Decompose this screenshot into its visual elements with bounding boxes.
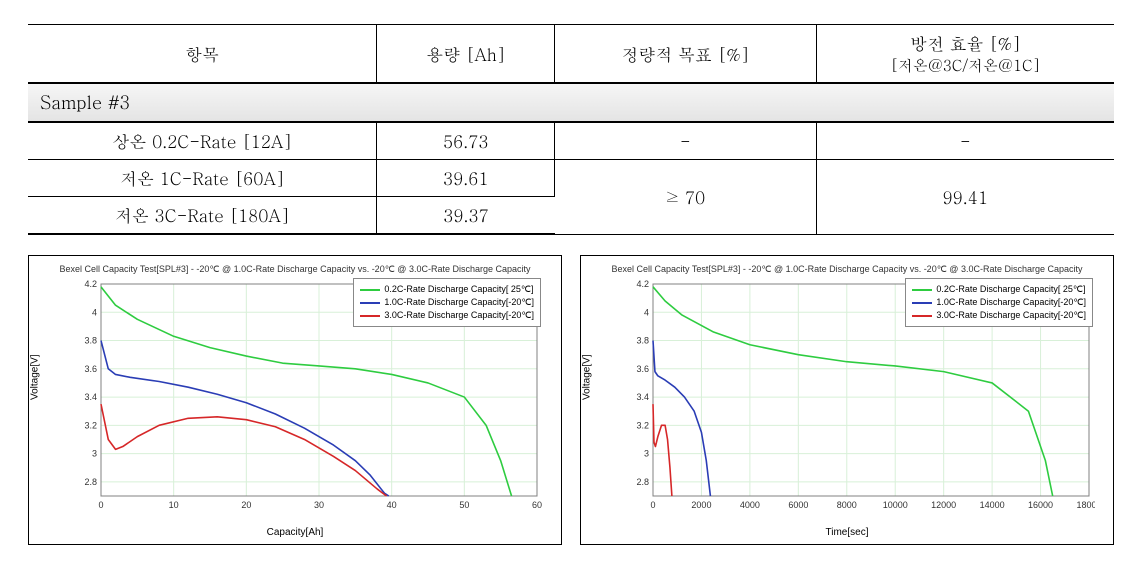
svg-text:16000: 16000 xyxy=(1028,500,1053,510)
svg-text:4.2: 4.2 xyxy=(636,280,649,289)
svg-text:2000: 2000 xyxy=(691,500,711,510)
col-eff-main: 방전 효율 [%] xyxy=(829,31,1102,55)
svg-text:50: 50 xyxy=(459,500,469,510)
legend: 0.2C-Rate Discharge Capacity[ 25℃] 1.0C-R… xyxy=(353,278,541,327)
legend-label: 1.0C-Rate Discharge Capacity[-20℃] xyxy=(936,297,1086,308)
svg-text:4: 4 xyxy=(92,307,97,317)
chart-title: Bexel Cell Capacity Test[SPL#3] - -20℃ @… xyxy=(585,264,1109,275)
cell-target-merged: ≥ 70 xyxy=(555,160,816,235)
svg-text:60: 60 xyxy=(532,500,542,510)
col-eff-sub: [저온@3C/저온@1C] xyxy=(829,55,1102,76)
svg-text:0: 0 xyxy=(98,500,103,510)
legend-swatch xyxy=(360,315,380,317)
svg-text:10: 10 xyxy=(169,500,179,510)
legend-item: 0.2C-Rate Discharge Capacity[ 25℃] xyxy=(912,283,1086,296)
legend-label: 3.0C-Rate Discharge Capacity[-20℃] xyxy=(384,310,534,321)
legend-label: 1.0C-Rate Discharge Capacity[-20℃] xyxy=(384,297,534,308)
svg-text:3: 3 xyxy=(92,449,97,459)
svg-text:30: 30 xyxy=(314,500,324,510)
chart-title: Bexel Cell Capacity Test[SPL#3] - -20℃ @… xyxy=(33,264,557,275)
svg-text:3: 3 xyxy=(644,449,649,459)
svg-text:0: 0 xyxy=(650,500,655,510)
chart-time: Bexel Cell Capacity Test[SPL#3] - -20℃ @… xyxy=(580,255,1114,545)
svg-text:3.2: 3.2 xyxy=(84,420,97,430)
legend-item: 1.0C-Rate Discharge Capacity[-20℃] xyxy=(912,296,1086,309)
x-axis-label: Capacity[Ah] xyxy=(33,527,557,538)
legend-item: 0.2C-Rate Discharge Capacity[ 25℃] xyxy=(360,283,534,296)
legend-label: 3.0C-Rate Discharge Capacity[-20℃] xyxy=(936,310,1086,321)
legend-swatch xyxy=(912,289,932,291)
cell-item: 상온 0.2C-Rate [12A] xyxy=(28,122,377,160)
cell-target: - xyxy=(555,122,816,160)
cell-eff: - xyxy=(816,122,1114,160)
col-capacity: 용량 [Ah] xyxy=(377,25,555,84)
svg-text:20: 20 xyxy=(241,500,251,510)
legend-item: 3.0C-Rate Discharge Capacity[-20℃] xyxy=(912,309,1086,322)
x-axis-label: Time[sec] xyxy=(585,527,1109,538)
legend-item: 1.0C-Rate Discharge Capacity[-20℃] xyxy=(360,296,534,309)
col-target: 정량적 목표 [%] xyxy=(555,25,816,84)
y-axis-label: Voltage[V] xyxy=(582,354,593,400)
legend-swatch xyxy=(912,315,932,317)
svg-text:2.8: 2.8 xyxy=(636,477,649,487)
svg-text:10000: 10000 xyxy=(883,500,908,510)
table-row: 상온 0.2C-Rate [12A] 56.73 - - xyxy=(28,122,1114,160)
cell-capacity: 56.73 xyxy=(377,122,555,160)
legend-label: 0.2C-Rate Discharge Capacity[ 25℃] xyxy=(936,284,1085,295)
legend-item: 3.0C-Rate Discharge Capacity[-20℃] xyxy=(360,309,534,322)
y-axis-label: Voltage[V] xyxy=(30,354,41,400)
col-item: 항목 xyxy=(28,25,377,84)
svg-text:3.8: 3.8 xyxy=(636,336,649,346)
svg-text:18000: 18000 xyxy=(1076,500,1095,510)
svg-text:8000: 8000 xyxy=(837,500,857,510)
svg-text:3.2: 3.2 xyxy=(636,420,649,430)
svg-text:12000: 12000 xyxy=(931,500,956,510)
svg-text:14000: 14000 xyxy=(980,500,1005,510)
results-table: Sample #3 항목 용량 [Ah] 정량적 목표 [%] 방전 효율 [%… xyxy=(28,24,1114,235)
cell-eff-merged: 99.41 xyxy=(816,160,1114,235)
legend: 0.2C-Rate Discharge Capacity[ 25℃] 1.0C-R… xyxy=(905,278,1093,327)
chart-capacity: Bexel Cell Capacity Test[SPL#3] - -20℃ @… xyxy=(28,255,562,545)
cell-item: 저온 3C-Rate [180A] xyxy=(28,197,377,235)
cell-capacity: 39.61 xyxy=(377,160,555,197)
svg-text:3.4: 3.4 xyxy=(636,392,649,402)
col-eff: 방전 효율 [%] [저온@3C/저온@1C] xyxy=(816,25,1114,84)
svg-text:2.8: 2.8 xyxy=(84,477,97,487)
svg-text:40: 40 xyxy=(387,500,397,510)
cell-item: 저온 1C-Rate [60A] xyxy=(28,160,377,197)
svg-text:3.6: 3.6 xyxy=(84,364,97,374)
legend-swatch xyxy=(360,289,380,291)
charts-row: Bexel Cell Capacity Test[SPL#3] - -20℃ @… xyxy=(28,255,1114,545)
legend-swatch xyxy=(912,302,932,304)
cell-capacity: 39.37 xyxy=(377,197,555,235)
svg-text:3.6: 3.6 xyxy=(636,364,649,374)
table-row: 저온 1C-Rate [60A] 39.61 ≥ 70 99.41 xyxy=(28,160,1114,197)
svg-text:3.4: 3.4 xyxy=(84,392,97,402)
legend-label: 0.2C-Rate Discharge Capacity[ 25℃] xyxy=(384,284,533,295)
svg-text:4.2: 4.2 xyxy=(84,280,97,289)
legend-swatch xyxy=(360,302,380,304)
svg-text:4000: 4000 xyxy=(740,500,760,510)
svg-text:6000: 6000 xyxy=(788,500,808,510)
svg-text:4: 4 xyxy=(644,307,649,317)
table-title: Sample #3 xyxy=(28,83,1114,122)
svg-text:3.8: 3.8 xyxy=(84,336,97,346)
